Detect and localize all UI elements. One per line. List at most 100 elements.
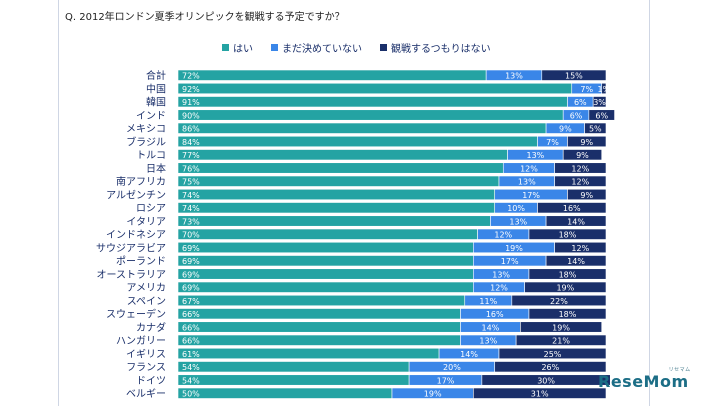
data-label: 66% xyxy=(182,337,200,346)
legend-swatch-yes xyxy=(222,44,229,51)
legend-item-yes: はい xyxy=(222,40,253,55)
bar-segment-no xyxy=(554,175,607,187)
bar-segment-no xyxy=(481,374,611,386)
data-label: 15% xyxy=(565,72,583,81)
data-label: 21% xyxy=(552,337,570,346)
bar-segment-no xyxy=(524,281,607,293)
logo-subtext: リセマム xyxy=(668,367,691,373)
category-label: 日本 xyxy=(146,162,166,175)
data-label: 69% xyxy=(182,270,200,279)
bar-segment-no xyxy=(515,334,607,346)
category-label: ドイツ xyxy=(136,376,166,387)
data-label: 92% xyxy=(182,85,200,94)
bar-segment-no xyxy=(554,162,607,174)
bar-segment-yes xyxy=(177,374,410,386)
bar-segment-yes xyxy=(177,294,466,307)
data-label: 91% xyxy=(182,98,200,107)
logo-text: ReseMom xyxy=(598,372,689,391)
data-label: 26% xyxy=(541,363,559,372)
data-label: 70% xyxy=(182,231,200,240)
category-label: ポーランド xyxy=(116,256,166,268)
data-label: 3% xyxy=(593,98,606,107)
data-label: 13% xyxy=(509,217,527,226)
data-label: 66% xyxy=(182,323,200,332)
data-label: 19% xyxy=(505,244,523,253)
data-label: 76% xyxy=(182,164,200,173)
data-label: 5% xyxy=(589,125,602,134)
legend-label-undecided: まだ決めていない xyxy=(282,44,362,55)
data-label: 13% xyxy=(518,178,536,187)
bar-segment-yes xyxy=(177,361,410,373)
bar-segment-yes xyxy=(177,122,547,134)
data-label: 18% xyxy=(559,270,577,279)
bar-segment-no xyxy=(545,215,607,227)
data-label: 12% xyxy=(571,178,589,187)
bar-segment-yes xyxy=(177,135,538,148)
bar-segment-yes xyxy=(177,241,474,254)
category-label: 中国 xyxy=(146,82,166,95)
bar-segment-no xyxy=(494,361,607,373)
bar-segment-yes xyxy=(177,215,491,227)
bar-segment-no xyxy=(545,255,607,267)
bar-segment-yes xyxy=(177,255,474,267)
data-label: 67% xyxy=(182,297,200,306)
data-label: 9% xyxy=(580,191,593,200)
data-label: 31% xyxy=(531,390,549,399)
data-label: 69% xyxy=(182,284,200,293)
category-label: スペイン xyxy=(127,296,166,307)
bar-segment-yes xyxy=(177,334,461,346)
bar-segment-yes xyxy=(177,162,504,174)
data-label: 73% xyxy=(182,217,200,226)
data-label: 9% xyxy=(576,151,589,160)
category-label: スウェーデン xyxy=(106,308,166,321)
data-label: 13% xyxy=(526,151,544,160)
category-label: イギリス xyxy=(126,348,166,360)
category-label: インドネシア xyxy=(106,229,166,241)
bar-segment-no xyxy=(498,347,607,360)
data-label: 14% xyxy=(482,323,500,332)
data-label: 13% xyxy=(492,270,510,279)
data-label: 90% xyxy=(182,111,200,120)
data-label: 18% xyxy=(559,231,577,240)
category-label: カナダ xyxy=(136,321,166,334)
data-label: 69% xyxy=(182,257,200,266)
bar-segment-yes xyxy=(177,281,474,293)
category-label: 合計 xyxy=(146,69,166,82)
data-label: 77% xyxy=(182,151,200,160)
data-label: 19% xyxy=(556,284,574,293)
bar-segment-no xyxy=(567,188,607,201)
category-label: ブラジル xyxy=(126,135,166,148)
bar-segment-no xyxy=(528,268,607,280)
data-label: 9% xyxy=(559,125,572,134)
bar-segment-yes xyxy=(177,69,487,81)
bar-segment-yes xyxy=(177,321,461,333)
data-label: 50% xyxy=(182,390,200,399)
category-label: メキシコ xyxy=(126,124,166,135)
data-label: 10% xyxy=(507,204,525,213)
data-label: 12% xyxy=(494,231,512,240)
data-label: 6% xyxy=(574,98,587,107)
data-label: 30% xyxy=(537,376,555,385)
question-title: Q. 2012年ロンドン夏季オリンピックを観戦する予定ですか？ xyxy=(65,12,345,23)
data-label: 20% xyxy=(443,363,461,372)
data-label: 18% xyxy=(559,310,577,319)
category-label: インド xyxy=(136,111,166,122)
data-label: 14% xyxy=(460,350,478,359)
data-label: 22% xyxy=(550,297,568,306)
bar-segment-yes xyxy=(177,268,474,280)
bar-segment-yes xyxy=(177,175,500,187)
bar-segment-no xyxy=(473,387,607,399)
bar-segment-yes xyxy=(177,387,393,399)
category-label: 韓国 xyxy=(146,97,166,109)
bar-segment-no xyxy=(537,202,607,214)
bar-segment-yes xyxy=(177,228,478,240)
chart-frame xyxy=(58,0,650,406)
data-label: 19% xyxy=(424,390,442,399)
data-label: 74% xyxy=(182,204,200,213)
data-label: 17% xyxy=(437,376,455,385)
data-label: 7% xyxy=(580,85,593,94)
legend-swatch-undecided xyxy=(271,44,278,51)
legend: はい まだ決めていない 観戦するつもりはない xyxy=(222,40,491,55)
data-label: 54% xyxy=(182,376,200,385)
bar-segment-no xyxy=(601,82,607,95)
